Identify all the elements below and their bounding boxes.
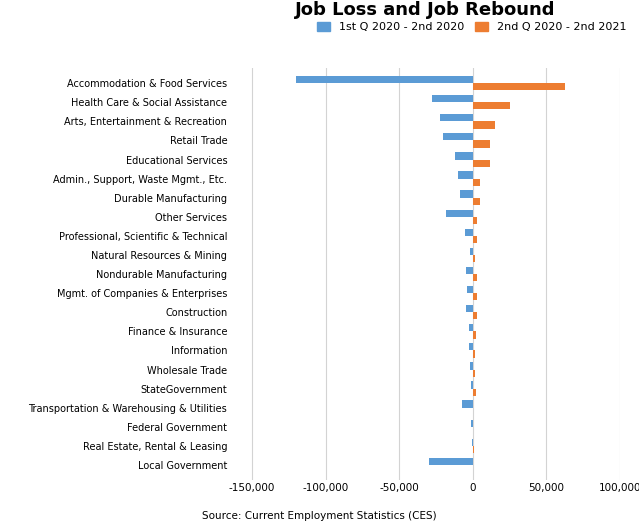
Bar xyxy=(469,343,473,350)
Bar xyxy=(473,217,477,224)
Bar xyxy=(470,382,473,388)
Bar xyxy=(469,324,473,331)
Bar xyxy=(473,255,475,262)
Bar xyxy=(466,267,473,274)
Text: Source: Current Employment Statistics (CES): Source: Current Employment Statistics (C… xyxy=(202,512,437,521)
Bar xyxy=(473,83,566,90)
Bar xyxy=(473,274,477,281)
Bar xyxy=(446,209,473,217)
Bar xyxy=(455,152,473,160)
Bar xyxy=(473,312,477,319)
Bar xyxy=(296,76,473,83)
Bar xyxy=(470,248,473,255)
Bar xyxy=(463,400,473,408)
Bar xyxy=(429,458,473,465)
Bar xyxy=(473,446,474,453)
Legend: 1st Q 2020 - 2nd 2020, 2nd Q 2020 - 2nd 2021: 1st Q 2020 - 2nd 2020, 2nd Q 2020 - 2nd … xyxy=(312,18,631,37)
Bar xyxy=(465,229,473,236)
Bar xyxy=(473,350,475,358)
Bar xyxy=(473,236,477,243)
Bar xyxy=(458,171,473,179)
Title: Job Loss and Job Rebound: Job Loss and Job Rebound xyxy=(295,1,555,19)
Bar xyxy=(473,102,509,110)
Bar xyxy=(473,331,475,339)
Bar xyxy=(473,160,490,167)
Bar xyxy=(459,191,473,198)
Bar xyxy=(473,198,480,205)
Bar xyxy=(473,370,475,377)
Bar xyxy=(443,133,473,140)
Bar xyxy=(472,438,473,446)
Bar xyxy=(473,293,477,300)
Bar xyxy=(431,95,473,102)
Bar xyxy=(467,286,473,293)
Bar xyxy=(440,114,473,121)
Bar xyxy=(473,121,495,128)
Bar xyxy=(473,388,475,396)
Bar xyxy=(466,305,473,312)
Bar xyxy=(473,179,480,186)
Bar xyxy=(473,140,490,148)
Bar xyxy=(470,362,473,370)
Bar xyxy=(472,420,473,427)
